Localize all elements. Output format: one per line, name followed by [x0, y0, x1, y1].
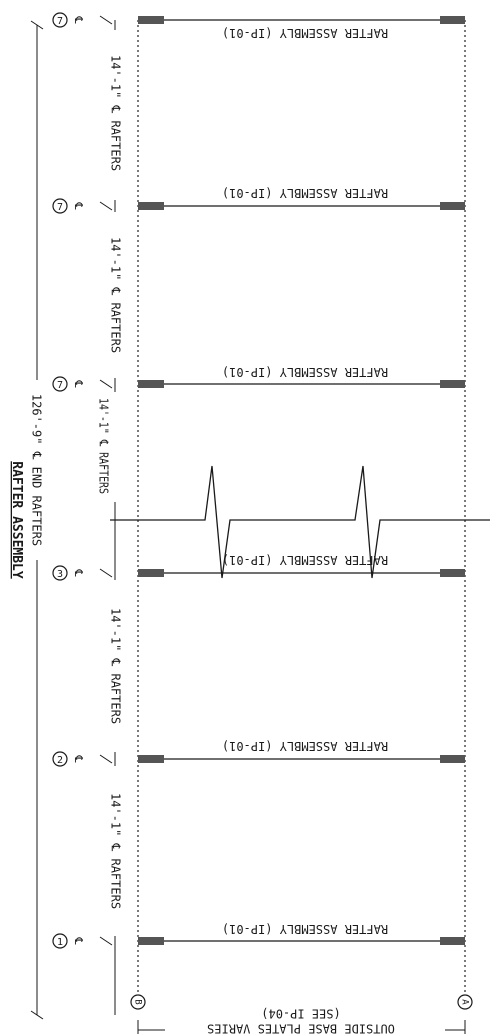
rafter-label-7b: RAFTER ASSEMBLY (IP-01): [222, 186, 388, 200]
spacing-dimension-1: 14'-1" ℄ RAFTERS: [109, 55, 123, 171]
rafter-bubble-number: 7: [57, 380, 63, 391]
gridline-b-label: B: [133, 999, 143, 1004]
rafter-marker-7a: 7 ℄: [52, 12, 113, 28]
spacing-dimension-5: 14'-1" ℄ RAFTERS: [109, 793, 123, 909]
gridline-a-label: A: [460, 999, 470, 1005]
base-plate-dimension: (SEE IP-04) OUTSIDE BASE PLATES VARIES: [137, 1007, 466, 1036]
spacing-dimension-3: 14'-1" ℄ RAFTERS: [97, 398, 111, 494]
rafter-label-7a: RAFTER ASSEMBLY (IP-01): [222, 26, 388, 40]
overall-dimension: 126'-9" ℄ END RAFTERS: [29, 20, 45, 1020]
spacing-dimension-4: 14'-1" ℄ RAFTERS: [109, 608, 123, 724]
centerline-symbol: ℄: [72, 201, 85, 209]
gridline-a-marker: A: [457, 994, 473, 1010]
base-plate-note-line2: (SEE IP-04): [261, 1007, 340, 1021]
rafter-lines: [138, 16, 465, 945]
rafter-marker-3: 3 ℄: [52, 565, 113, 581]
rafter-marker-2: 2 ℄: [52, 751, 113, 767]
rafter-bubble-number: 2: [57, 755, 63, 766]
base-plate-note-line1: OUTSIDE BASE PLATES VARIES: [207, 1022, 395, 1036]
rafter-marker-7b: 7 ℄: [52, 198, 113, 214]
drawing-title: RAFTER ASSEMBLY: [9, 461, 24, 579]
centerline-symbol: ℄: [72, 15, 85, 23]
rafter-marker-7c: 7 ℄: [52, 376, 113, 392]
gridline-b-marker: B: [130, 994, 146, 1010]
rafter-bubble-number: 7: [57, 16, 63, 27]
centerline-symbol: ℄: [72, 568, 85, 576]
break-symbol: [110, 465, 490, 579]
spacing-dimension-2: 14'-1" ℄ RAFTERS: [109, 237, 123, 353]
rafter-bubble-number: 3: [57, 569, 63, 580]
rafter-label-7c: RAFTER ASSEMBLY (IP-01): [222, 365, 388, 379]
centerline-symbol: ℄: [72, 379, 85, 387]
rafter-label-2: RAFTER ASSEMBLY (IP-01): [222, 739, 388, 753]
rafter-label-3: RAFTER ASSEMBLY (IP-01): [222, 553, 388, 567]
rafter-marker-1: 1 ℄: [52, 933, 113, 949]
rafter-label-1: RAFTER ASSEMBLY (IP-01): [222, 922, 388, 936]
centerline-symbol: ℄: [72, 754, 85, 762]
rafter-bubble-number: 7: [57, 202, 63, 213]
rafter-bubble-number: 1: [57, 937, 63, 948]
centerline-symbol: ℄: [72, 936, 85, 944]
overall-dimension-label: 126'-9" ℄ END RAFTERS: [30, 394, 44, 546]
